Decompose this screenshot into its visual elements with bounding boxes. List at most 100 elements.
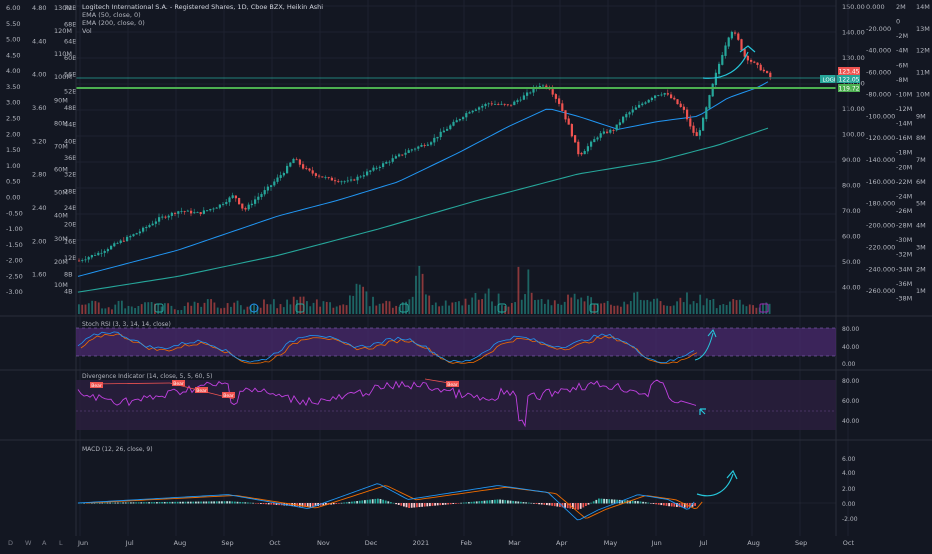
main-price-pane[interactable]: Logitech International S.A. - Registered… — [76, 0, 860, 536]
candle-body — [145, 227, 148, 229]
candle-body — [394, 156, 397, 159]
time-axis[interactable]: Jun Jul Aug Sep Oct Nov Dec 2021 Feb Mar Apr May Jun… — [77, 539, 854, 547]
scale-4-tick: 12B — [64, 254, 77, 262]
projection-arrow-macd[interactable] — [696, 473, 734, 497]
macd-hist-bar — [91, 502, 93, 504]
macd-hist-bar — [205, 501, 208, 504]
candle-body — [647, 99, 650, 103]
volume-bar — [520, 299, 523, 314]
timeframe-button-L[interactable]: L — [59, 539, 63, 547]
svg-text:Bear: Bear — [223, 393, 234, 399]
scale-r2-tick: -240.000 — [866, 265, 895, 273]
macd-hist-bar — [262, 503, 265, 505]
projection-arrow-divergence[interactable] — [699, 408, 706, 415]
macd-hist-bar — [421, 503, 423, 507]
macd-hist-bar — [239, 501, 241, 504]
volume-bar — [319, 306, 322, 314]
candle-body — [228, 197, 231, 203]
price-tick: 100.00 — [842, 131, 865, 139]
macd-tick-0: 6.00 — [842, 456, 856, 463]
timeframe-button-D[interactable]: D — [8, 539, 13, 547]
candle-body — [183, 211, 186, 213]
macd-hist-bar — [153, 502, 156, 504]
month-label: Mar — [508, 539, 521, 547]
candle-body — [97, 252, 100, 256]
candle-body — [186, 210, 189, 212]
volume-bar — [180, 310, 183, 314]
scale-r2-tick: -160.000 — [866, 178, 895, 186]
macd-hist-bar — [208, 501, 210, 504]
candle-body — [506, 104, 509, 106]
macd-hist-bar — [304, 503, 306, 507]
macd-hist-bar — [416, 503, 418, 508]
macd-hist-bar — [226, 501, 228, 504]
candle-body — [570, 124, 573, 137]
candle-body — [247, 204, 250, 210]
macd-hist-bar — [587, 503, 590, 505]
stoch-rsi-pane[interactable]: Stoch RSI (3, 3, 14, 14, close) 80.00 40… — [76, 321, 859, 368]
candle-body — [631, 109, 634, 113]
candle-body — [490, 103, 493, 105]
volume-bar — [230, 306, 232, 314]
macd-hist-bar — [114, 502, 117, 504]
divergence-line — [77, 379, 697, 428]
volume-bar — [583, 301, 586, 314]
volume-bar — [253, 304, 255, 314]
candle-body — [222, 203, 225, 205]
macd-hist-bar — [499, 499, 501, 504]
event-markers[interactable] — [154, 303, 769, 313]
macd-hist-bar — [452, 503, 455, 505]
heikin-ashi-candles — [78, 30, 772, 263]
timeframe-button-A[interactable]: A — [42, 539, 47, 547]
volume-bar — [649, 301, 652, 314]
volume-bar — [458, 301, 460, 314]
scale-4-tick: 40B — [64, 137, 77, 145]
candle-body — [337, 181, 340, 182]
left-price-scales[interactable]: 6.00 5.50 5.00 4.50 4.00 3.50 3.00 2.50 2.00 1.50… — [6, 4, 77, 296]
candle-body — [586, 146, 589, 152]
pane-separators[interactable] — [0, 0, 932, 536]
macd-hist-bar — [384, 500, 387, 504]
scale-r4-tick: 13M — [916, 25, 930, 33]
candle-body — [663, 93, 666, 95]
scale-r3-tick: -6M — [896, 61, 908, 69]
candle-body — [260, 194, 263, 198]
macd-hist-bar — [98, 502, 101, 504]
volume-bar — [84, 304, 87, 314]
macd-hist-bar — [473, 501, 475, 504]
macd-hist-bar — [202, 501, 205, 504]
macd-hist-bar — [195, 501, 197, 504]
macd-hist-bar — [273, 503, 275, 505]
macd-hist-bar — [161, 502, 163, 504]
volume-bar — [163, 303, 166, 314]
volume-bar — [117, 300, 120, 314]
macd-hist-bar — [595, 499, 598, 504]
projection-arrow-main[interactable] — [702, 51, 749, 79]
candle-body — [538, 85, 541, 88]
macd-hist-bar — [683, 503, 686, 508]
candle-body — [580, 152, 583, 155]
volume-bar — [279, 304, 282, 314]
volume-bar — [243, 309, 246, 314]
volume-bar — [358, 284, 361, 314]
right-price-scales[interactable]: 150.00 140.00 130.00 120.00 110.00 100.00 90.0… — [842, 3, 930, 302]
macd-hist-bar — [218, 501, 221, 504]
macd-tick-4: -2.00 — [842, 516, 858, 523]
legend-ema200: EMA (200, close, 0) — [82, 19, 145, 27]
macd-hist-bar — [548, 503, 551, 506]
macd-hist-bar — [631, 500, 634, 504]
macd-pane[interactable]: MACD (12, 26, close, 9) 6.00 4.00 2.00 0… — [76, 446, 858, 523]
volume-bar — [418, 265, 421, 314]
candle-body — [740, 39, 743, 51]
candle-body — [420, 144, 423, 147]
macd-hist-bar — [488, 500, 491, 504]
scale-4-tick: 64B — [64, 37, 77, 45]
month-label: Jul — [125, 539, 134, 547]
projection-arrow-stoch[interactable] — [694, 332, 714, 361]
macd-hist-bar — [439, 503, 442, 506]
divergence-pane[interactable]: Bear Bear Bear Bear Bear Divergence Indi… — [76, 373, 859, 430]
timeframe-button-W[interactable]: W — [25, 539, 32, 547]
candle-body — [545, 85, 548, 88]
